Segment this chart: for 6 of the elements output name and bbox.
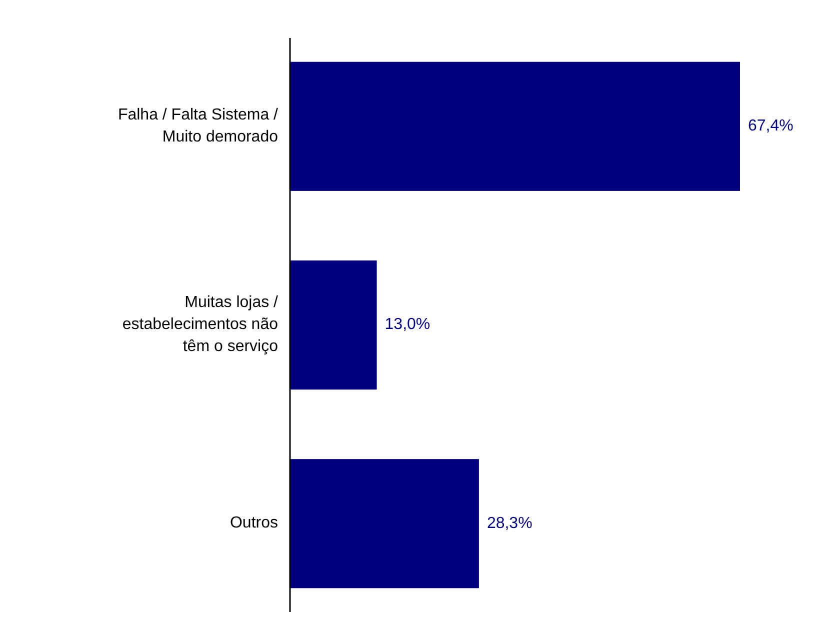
y-tick-label: Outros bbox=[230, 514, 278, 532]
data-label: 67,4% bbox=[748, 118, 794, 135]
data-label: 13,0% bbox=[384, 316, 430, 334]
data-label: 28,3% bbox=[486, 514, 532, 532]
y-tick-label: Muitas lojas / estabelecimentos não têm o serviço bbox=[122, 294, 279, 356]
y-tick-label: Falha / Falta Sistema / Muito demorado bbox=[118, 106, 279, 146]
